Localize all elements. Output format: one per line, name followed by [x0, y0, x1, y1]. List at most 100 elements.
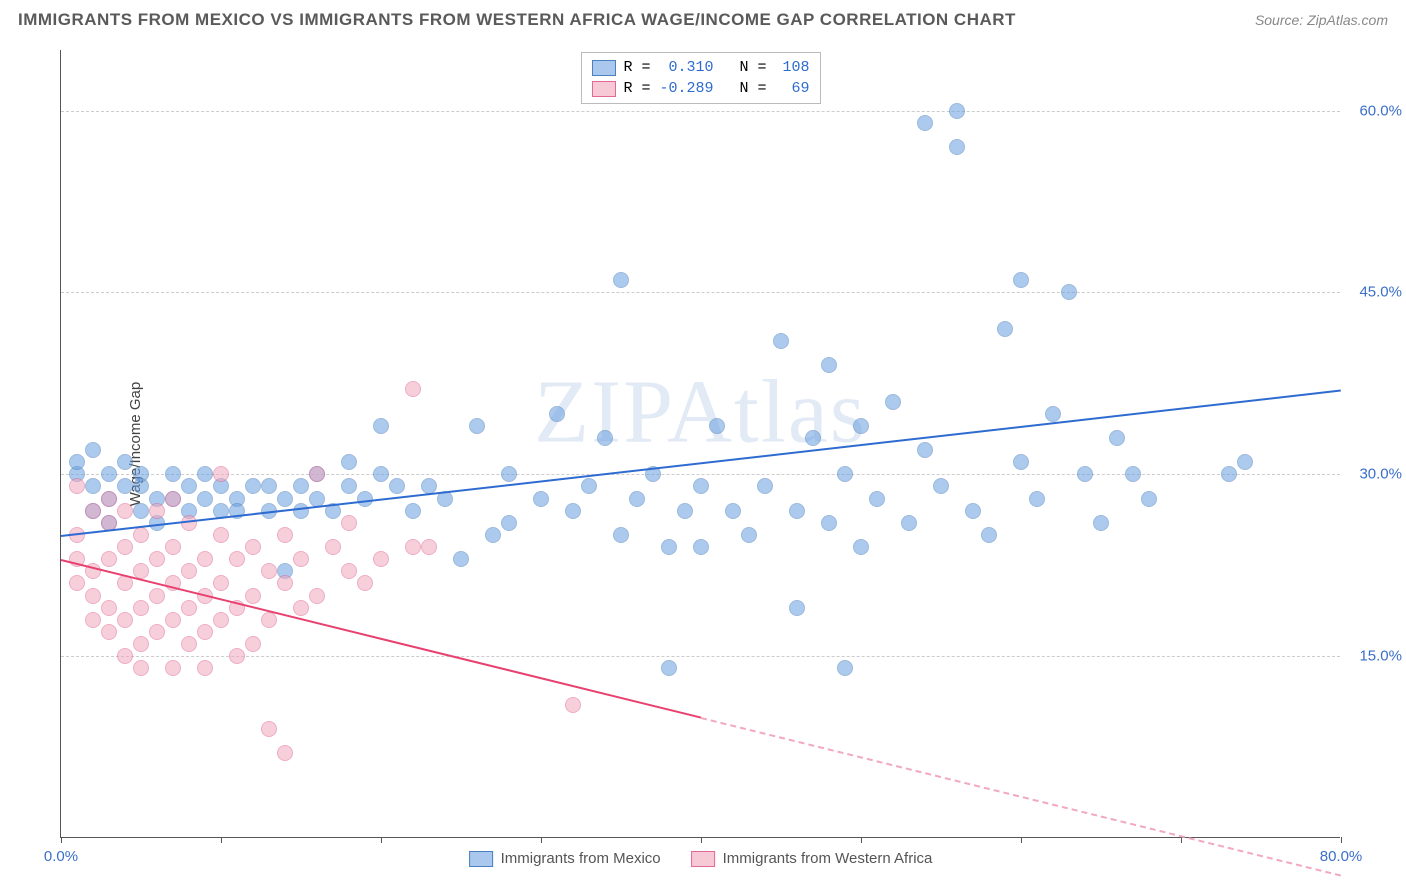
scatter-point: [101, 466, 117, 482]
series-swatch: [469, 851, 493, 867]
scatter-point: [949, 103, 965, 119]
scatter-point: [245, 478, 261, 494]
scatter-point: [181, 600, 197, 616]
scatter-point: [469, 418, 485, 434]
scatter-point: [213, 575, 229, 591]
scatter-point: [133, 527, 149, 543]
scatter-point: [229, 551, 245, 567]
x-tick-label: 80.0%: [1320, 848, 1363, 865]
scatter-point: [661, 539, 677, 555]
plot-area: Wage/Income Gap ZIPAtlas R =0.310 N =108…: [60, 50, 1340, 838]
scatter-point: [149, 503, 165, 519]
scatter-point: [853, 418, 869, 434]
scatter-point: [229, 648, 245, 664]
scatter-point: [85, 612, 101, 628]
scatter-point: [1093, 515, 1109, 531]
x-tick: [381, 837, 382, 843]
scatter-point: [149, 624, 165, 640]
scatter-point: [357, 575, 373, 591]
scatter-point: [197, 491, 213, 507]
scatter-point: [501, 466, 517, 482]
scatter-point: [757, 478, 773, 494]
stats-row: R =-0.289 N =69: [591, 78, 809, 99]
scatter-point: [197, 466, 213, 482]
scatter-point: [565, 503, 581, 519]
stat-r-value: -0.289: [659, 78, 714, 99]
scatter-point: [133, 503, 149, 519]
scatter-point: [85, 503, 101, 519]
scatter-point: [165, 466, 181, 482]
scatter-point: [149, 588, 165, 604]
scatter-point: [293, 478, 309, 494]
gridline: [61, 111, 1340, 112]
scatter-point: [741, 527, 757, 543]
scatter-point: [277, 527, 293, 543]
x-tick: [541, 837, 542, 843]
trend-line: [61, 389, 1341, 536]
scatter-point: [181, 563, 197, 579]
scatter-point: [869, 491, 885, 507]
scatter-point: [373, 418, 389, 434]
scatter-point: [1237, 454, 1253, 470]
scatter-point: [213, 466, 229, 482]
x-tick: [1181, 837, 1182, 843]
x-tick: [861, 837, 862, 843]
scatter-point: [981, 527, 997, 543]
scatter-point: [293, 551, 309, 567]
scatter-point: [69, 575, 85, 591]
scatter-point: [789, 600, 805, 616]
scatter-point: [165, 660, 181, 676]
scatter-point: [405, 381, 421, 397]
scatter-point: [421, 539, 437, 555]
scatter-point: [245, 588, 261, 604]
scatter-point: [1221, 466, 1237, 482]
scatter-point: [309, 466, 325, 482]
x-tick: [221, 837, 222, 843]
scatter-point: [453, 551, 469, 567]
stats-legend-box: R =0.310 N =108R =-0.289 N =69: [580, 52, 820, 104]
scatter-point: [965, 503, 981, 519]
series-swatch: [591, 81, 615, 97]
scatter-point: [101, 491, 117, 507]
scatter-point: [261, 563, 277, 579]
scatter-point: [1029, 491, 1045, 507]
y-tick-label: 15.0%: [1347, 648, 1402, 665]
scatter-point: [549, 406, 565, 422]
scatter-point: [613, 527, 629, 543]
stat-n-value: 69: [775, 78, 810, 99]
scatter-point: [341, 515, 357, 531]
gridline: [61, 656, 1340, 657]
scatter-point: [277, 575, 293, 591]
scatter-point: [293, 600, 309, 616]
scatter-point: [533, 491, 549, 507]
source-label: Source: ZipAtlas.com: [1255, 12, 1388, 28]
legend-item: Immigrants from Mexico: [469, 850, 661, 867]
scatter-point: [85, 442, 101, 458]
scatter-point: [245, 636, 261, 652]
scatter-point: [837, 660, 853, 676]
scatter-point: [773, 333, 789, 349]
scatter-point: [853, 539, 869, 555]
scatter-point: [101, 551, 117, 567]
scatter-point: [165, 539, 181, 555]
scatter-point: [901, 515, 917, 531]
scatter-point: [837, 466, 853, 482]
scatter-point: [1125, 466, 1141, 482]
scatter-point: [581, 478, 597, 494]
stat-n-value: 108: [775, 57, 810, 78]
scatter-point: [1013, 272, 1029, 288]
scatter-point: [69, 454, 85, 470]
scatter-point: [725, 503, 741, 519]
scatter-point: [885, 394, 901, 410]
scatter-point: [117, 612, 133, 628]
scatter-point: [117, 539, 133, 555]
scatter-point: [101, 600, 117, 616]
series-legend: Immigrants from MexicoImmigrants from We…: [469, 850, 933, 867]
scatter-point: [197, 660, 213, 676]
legend-label: Immigrants from Mexico: [501, 850, 661, 867]
scatter-point: [261, 612, 277, 628]
scatter-point: [1013, 454, 1029, 470]
scatter-point: [277, 745, 293, 761]
scatter-point: [325, 539, 341, 555]
scatter-point: [1061, 284, 1077, 300]
